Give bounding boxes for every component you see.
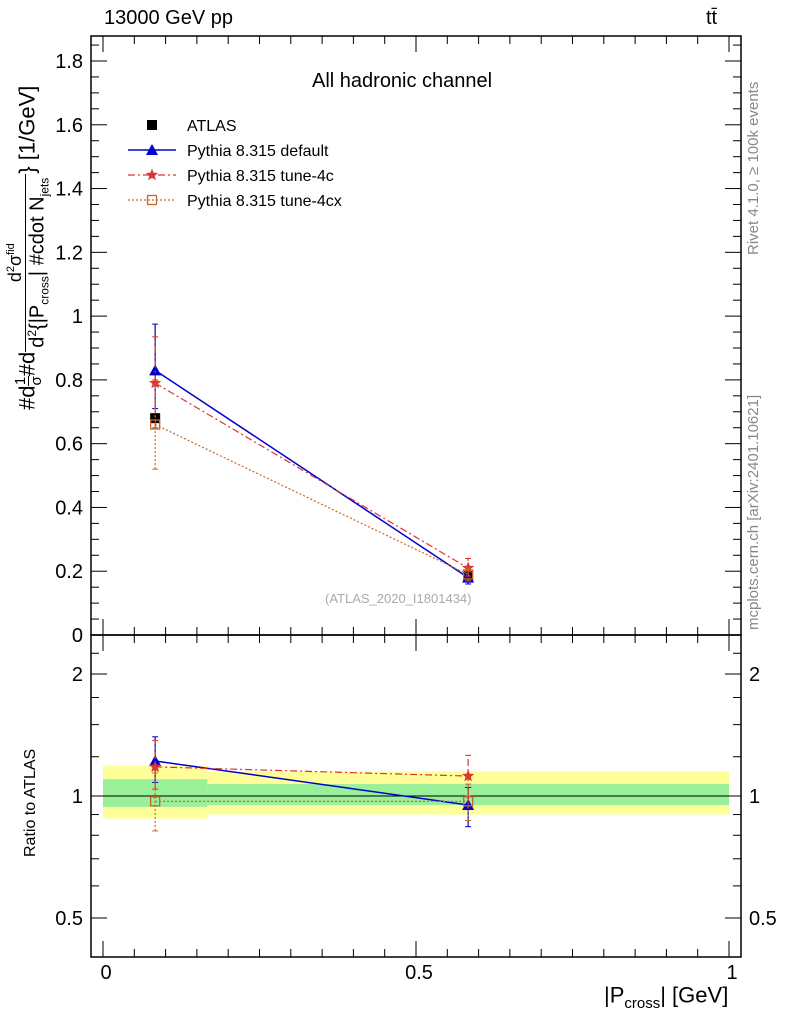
ratio-data-point — [149, 796, 161, 807]
y-label-part: {|P — [26, 304, 49, 330]
y-tick-label: 1 — [72, 306, 83, 328]
legend-label: Pythia 8.315 tune-4c — [187, 168, 334, 185]
ratio-data-point — [462, 769, 475, 782]
y-label-bignum: d2σfid — [5, 173, 26, 352]
data-point — [149, 364, 162, 376]
data-point — [150, 413, 161, 424]
ratio-y-tick-label: 1 — [72, 786, 83, 808]
y-tick-label: 0.8 — [55, 370, 83, 392]
energy-label: 13000 GeV pp — [104, 7, 233, 29]
series-line — [154, 382, 469, 569]
y-label-part: #d — [14, 385, 40, 410]
y-label-part: d — [5, 272, 25, 283]
ratio-series-line — [155, 760, 469, 806]
legend-marker — [146, 144, 158, 155]
ratio-y-axis-label: Ratio to ATLAS — [22, 748, 39, 857]
x-label-part: | [GeV] — [660, 982, 729, 1008]
y-label-part: fid — [5, 243, 17, 255]
x-label-part: |P — [604, 982, 625, 1008]
y-axis-label: #d 1 σ #d d2σfid d2{|Pcross| #cdot Njets} [1/… — [5, 85, 52, 410]
y-tick-label: 0.2 — [55, 561, 83, 583]
y-label-num: 1 — [12, 376, 30, 386]
chart-title: All hadronic channel — [312, 70, 493, 92]
y-tick-label: 0.6 — [55, 434, 83, 456]
ratio-y-tick-label-right: 2 — [749, 664, 760, 686]
x-tick-label: 0.5 — [405, 962, 433, 984]
legend-label: ATLAS — [187, 118, 237, 135]
ratio-series-line — [155, 766, 469, 777]
x-tick-label: 1 — [726, 962, 737, 984]
y-tick-label: 1.4 — [55, 179, 83, 201]
y-label-den: σ — [28, 376, 46, 386]
y-label-part: cross — [37, 276, 52, 305]
y-label-part: 2 — [24, 329, 39, 337]
y-label-part: jets — [37, 177, 52, 197]
y-label-bigden: d2{|Pcross| #cdot Njets — [24, 174, 52, 352]
x-tick-label: 0 — [100, 962, 111, 984]
y-tick-label: 0 — [72, 625, 83, 647]
legend-marker — [147, 120, 157, 130]
legend-marker — [146, 194, 158, 206]
ratio-data-point — [149, 755, 162, 767]
y-label-part: σ — [5, 254, 25, 267]
y-tick-label: 0.4 — [55, 497, 83, 519]
watermark: (ATLAS_2020_I1801434) — [325, 591, 472, 606]
y-label-bigfrac: d2σfid d2{|Pcross| #cdot Njets — [5, 173, 52, 352]
x-label-part: cross — [624, 995, 661, 1012]
ratio-data-point — [462, 796, 474, 807]
ratio-y-tick-label-right: 0.5 — [749, 908, 777, 930]
series-line — [154, 423, 469, 575]
ratio-data-point — [462, 799, 475, 811]
ratio-data-point — [149, 760, 162, 773]
y-tick-label: 1.8 — [55, 51, 83, 73]
data-point — [462, 561, 475, 574]
x-axis-label: |Pcross| [GeV] — [604, 983, 728, 1012]
rivet-label: Rivet 4.1.0, ≥ 100k events — [745, 81, 762, 255]
mcplots-label: mcplots.cern.ch [arXiv:2401.10621] — [745, 394, 762, 630]
ratio-y-tick-label: 0.5 — [55, 908, 83, 930]
y-label-part: 2 — [5, 266, 17, 273]
y-label-part: | #cdot N — [26, 196, 49, 277]
legend-marker — [145, 168, 159, 181]
y-tick-label: 1.2 — [55, 242, 83, 264]
legend-label: Pythia 8.315 tune-4cx — [187, 193, 342, 210]
y-label-part: d — [26, 336, 49, 348]
data-point — [149, 419, 161, 430]
data-point — [149, 376, 162, 389]
y-tick-label: 1.6 — [55, 115, 83, 137]
legend-label: Pythia 8.315 default — [187, 143, 329, 160]
y-label-part: } [1/GeV] — [14, 85, 40, 174]
y-label-part: #d — [14, 351, 40, 377]
process-label: tt̄ — [706, 7, 718, 29]
data-point — [462, 571, 475, 583]
ratio-y-tick-label: 2 — [72, 664, 83, 686]
ratio-y-tick-label-right: 1 — [749, 786, 760, 808]
data-point — [462, 569, 474, 580]
series-line — [154, 369, 469, 579]
